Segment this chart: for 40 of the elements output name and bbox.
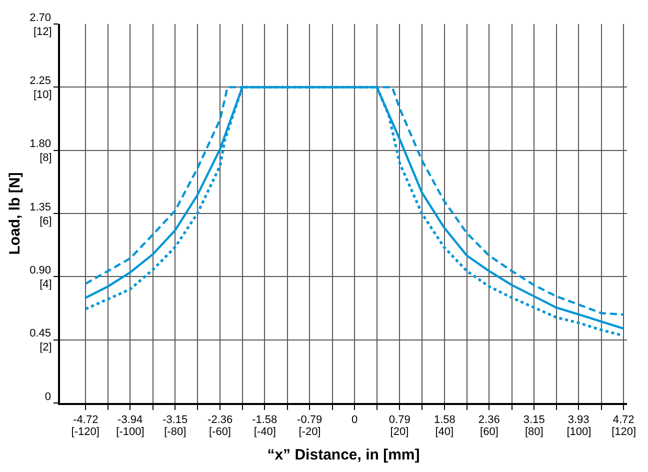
x-tick-label: -0.79 — [297, 414, 322, 426]
x2-tick-label: [120] — [612, 426, 636, 438]
y-tick-label: 1.80 — [30, 138, 52, 150]
y-tick-label: 2.70 — [30, 12, 52, 24]
x-tick-label: -4.72 — [73, 414, 98, 426]
x2-tick-label: [20] — [390, 426, 409, 438]
x2-tick-label: [-120] — [71, 426, 100, 438]
x2-tick-label: [80] — [524, 426, 544, 438]
y-tick-label: 0 — [44, 390, 52, 403]
x-tick-label: 3.15 — [523, 414, 545, 426]
x2-tick-label: [-100] — [116, 426, 144, 438]
x-tick-label: 3.93 — [568, 414, 590, 426]
x2-tick-label: [-40] — [254, 426, 276, 438]
y-tick-label: 2.25 — [30, 75, 52, 88]
x-tick-label: 2.36 — [478, 414, 500, 426]
x-tick-label: 0.79 — [388, 414, 410, 426]
x-tick-label: 1.58 — [434, 414, 456, 426]
y2-tick-label: [12] — [33, 26, 52, 38]
x-tick-label: -3.15 — [162, 414, 188, 426]
x-tick-label: -2.36 — [208, 414, 233, 426]
x-tick-label: -1.58 — [252, 414, 278, 426]
x-tick-label: 4.72 — [612, 414, 634, 426]
y2-tick-label: [10] — [33, 89, 52, 102]
y-tick-label: 0.45 — [30, 328, 52, 340]
x2-tick-label: [-20] — [298, 426, 321, 438]
x2-tick-label: [100] — [566, 426, 592, 438]
y2-tick-label: [8] — [40, 152, 52, 164]
y2-tick-label: [2] — [40, 342, 52, 354]
x2-tick-label: [60] — [480, 426, 498, 438]
y-tick-label: 0.90 — [30, 264, 52, 277]
x2-tick-label: [40] — [435, 426, 454, 438]
y2-tick-label: [6] — [40, 215, 52, 228]
x2-tick-label: [-60] — [208, 426, 231, 438]
x2-tick-label: [-80] — [164, 426, 186, 438]
y2-tick-label: [4] — [40, 278, 52, 291]
x-tick-label: -3.94 — [118, 414, 143, 426]
y-axis-title: Load, lb [N] — [6, 172, 24, 255]
x-tick-label: 0 — [352, 414, 358, 426]
x-axis-title: “x” Distance, in [mm] — [267, 446, 420, 464]
y-tick-label: 1.35 — [30, 201, 52, 214]
